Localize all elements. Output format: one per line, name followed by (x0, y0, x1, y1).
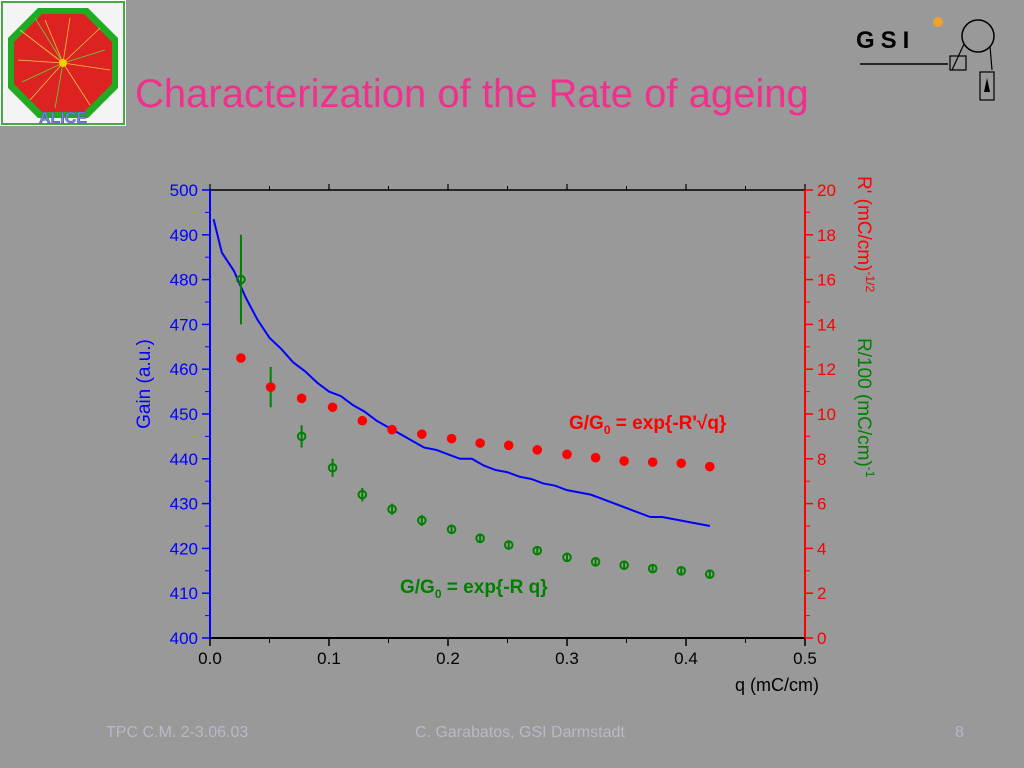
green-data-point (590, 557, 601, 567)
red-data-point (417, 429, 427, 439)
red-data-point (562, 449, 572, 460)
y-left-tick-label: 440 (170, 450, 198, 469)
red-data-point (503, 440, 514, 451)
green-data-point (296, 431, 307, 442)
gsi-logo-text: GSI (856, 27, 915, 54)
red-data-point (647, 457, 658, 467)
green-data-point (387, 504, 397, 515)
red-data-point (532, 445, 543, 455)
green-formula-annotation-part: G/G (400, 577, 435, 598)
red-data-point (236, 353, 246, 363)
y-right-tick-label: 2 (817, 584, 826, 603)
red-data-point (619, 456, 629, 466)
y-left-tick-label: 420 (170, 539, 198, 558)
y-right-tick-label: 0 (817, 629, 826, 648)
red-data-point (265, 382, 276, 392)
green-formula-annotation-part: = exp{-R q} (442, 577, 549, 598)
alice-logo-text: ALICE (39, 110, 87, 126)
y-right-red-axis-label: R' (mC/cm)-1/2 (853, 176, 877, 292)
x-tick-label: 0.0 (198, 649, 222, 668)
y-right-tick-label: 20 (817, 181, 836, 200)
y-right-red-axis-exponent: -1/2 (863, 271, 877, 292)
green-data-point (236, 274, 246, 285)
green-data-point (475, 533, 485, 544)
green-data-point (417, 515, 427, 526)
red-data-point (296, 393, 307, 404)
page-number: 8 (955, 724, 964, 741)
green-data-point (327, 462, 338, 473)
red-data-point (590, 452, 601, 463)
y-right-tick-label: 10 (817, 405, 836, 424)
y-right-tick-label: 18 (817, 226, 836, 245)
y-left-tick-label: 460 (170, 360, 198, 379)
green-data-point (532, 545, 543, 556)
x-tick-label: 0.1 (317, 649, 341, 668)
y-left-tick-label: 470 (170, 315, 198, 334)
red-data-point (327, 402, 338, 413)
y-right-tick-label: 14 (817, 315, 836, 334)
y-right-tick-label: 8 (817, 450, 826, 469)
y-left-tick-label: 430 (170, 495, 198, 514)
slide-title: Characterization of the Rate of ageing (135, 72, 809, 116)
red-formula-annotation-part: = exp{-R'√q} (611, 413, 727, 434)
red-data-point (475, 438, 485, 448)
y-right-green-axis-exponent: -1 (863, 467, 877, 478)
red-data-point (705, 461, 715, 472)
x-tick-label: 0.2 (436, 649, 460, 668)
green-data-point (562, 552, 572, 563)
y-left-tick-label: 400 (170, 629, 198, 648)
footer-center: C. Garabatos, GSI Darmstadt (415, 724, 625, 741)
green-data-point (705, 569, 715, 579)
red-formula-annotation-part: 0 (604, 423, 611, 437)
x-tick-label: 0.4 (674, 649, 698, 668)
green-data-point (503, 540, 514, 550)
footer-left: TPC C.M. 2-3.06.03 (106, 724, 249, 741)
y-left-axis-label: Gain (a.u.) (134, 339, 155, 429)
x-axis-label: q (mC/cm) (735, 675, 819, 695)
red-formula-annotation-part: G/G (569, 413, 604, 434)
green-data-point (446, 524, 457, 535)
y-left-tick-label: 450 (170, 405, 198, 424)
y-left-tick-label: 500 (170, 181, 198, 200)
y-left-tick-label: 480 (170, 271, 198, 290)
y-right-tick-label: 16 (817, 271, 836, 290)
alice-logo: ALICE (0, 0, 126, 126)
green-data-point (619, 560, 629, 571)
green-data-point (647, 563, 658, 574)
red-data-point (357, 415, 368, 426)
green-formula-annotation-part: 0 (435, 587, 442, 601)
red-formula-annotation: G/G0 = exp{-R'√q} (569, 413, 727, 437)
y-right-green-axis-label: R/100 (mC/cm)-1 (853, 338, 877, 478)
y-left-tick-label: 490 (170, 226, 198, 245)
green-formula-annotation: G/G0 = exp{-R q} (400, 577, 548, 601)
red-data-point (387, 424, 397, 435)
green-data-point (357, 489, 368, 500)
gsi-logo: GSI (856, 17, 995, 101)
y-right-tick-label: 6 (817, 495, 826, 514)
x-tick-label: 0.3 (555, 649, 579, 668)
gain-curve (212, 218, 710, 527)
red-data-point (676, 458, 687, 469)
y-left-tick-label: 410 (170, 584, 198, 603)
y-right-tick-label: 4 (817, 539, 826, 558)
red-data-point (446, 433, 457, 444)
x-tick-label: 0.5 (793, 649, 817, 668)
green-data-point (676, 566, 687, 576)
y-right-tick-label: 12 (817, 360, 836, 379)
